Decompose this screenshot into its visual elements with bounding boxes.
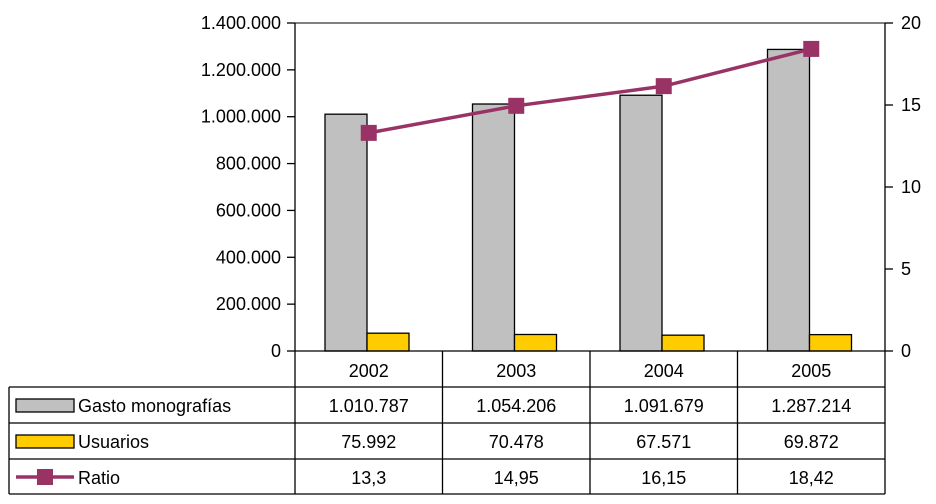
- left-tick-label: 800.000: [216, 154, 281, 174]
- left-tick-label: 1.200.000: [201, 60, 281, 80]
- left-tick-label: 600.000: [216, 200, 281, 220]
- data-label: 1.287.214: [771, 396, 851, 416]
- ratio-point-2004: [655, 78, 672, 95]
- series-line-ratio: [368, 47, 812, 135]
- left-tick-label: 1.400.000: [201, 13, 281, 33]
- ratio-point-2002: [360, 124, 377, 141]
- legend-key-usuarios: [15, 434, 75, 449]
- data-label: 75.992: [341, 432, 396, 452]
- x-tick-label: 2004: [644, 361, 684, 381]
- left-tick-label: 1.000.000: [201, 107, 281, 127]
- data-label: 67.571: [636, 432, 691, 452]
- data-label: 70.478: [489, 432, 544, 452]
- data-label: 1.010.787: [329, 396, 409, 416]
- data-label: 69.872: [784, 432, 839, 452]
- data-label: 16,15: [641, 468, 686, 488]
- bar-gasto-monograf-as-2002: [324, 113, 368, 352]
- bar-gasto-monograf-as-2005: [766, 48, 811, 352]
- right-tick-label: 20: [901, 13, 921, 33]
- legend-label-ratio: Ratio: [78, 468, 120, 488]
- left-tick-label: 200.000: [216, 294, 281, 314]
- x-tick-label: 2003: [496, 361, 536, 381]
- ratio-point-2003: [508, 97, 525, 114]
- bar-usuarios-2004: [661, 334, 705, 352]
- legend-key-marker-ratio: [37, 469, 53, 485]
- bar-usuarios-2003: [513, 333, 558, 352]
- data-label: 18,42: [789, 468, 834, 488]
- legend-key-gasto-monograf-as: [15, 398, 75, 413]
- data-label: 1.054.206: [476, 396, 556, 416]
- bar-gasto-monograf-as-2003: [471, 103, 516, 352]
- right-tick-label: 5: [901, 259, 911, 279]
- ratio-point-2005: [803, 40, 820, 57]
- x-tick-label: 2005: [791, 361, 831, 381]
- bar-gasto-monograf-as-2004: [619, 94, 663, 352]
- data-label: 13,3: [351, 468, 386, 488]
- data-label: 1.091.679: [624, 396, 704, 416]
- legend-label-gasto-monograf-as: Gasto monografías: [78, 396, 231, 416]
- bar-usuarios-2002: [366, 332, 410, 352]
- legend-label-usuarios: Usuarios: [78, 432, 149, 452]
- right-tick-label: 15: [901, 95, 921, 115]
- data-label: 14,95: [494, 468, 539, 488]
- right-tick-label: 10: [901, 177, 921, 197]
- left-tick-label: 400.000: [216, 247, 281, 267]
- bar-usuarios-2005: [808, 333, 853, 352]
- x-tick-label: 2002: [349, 361, 389, 381]
- right-tick-label: 0: [901, 341, 911, 361]
- left-tick-label: 0: [271, 341, 281, 361]
